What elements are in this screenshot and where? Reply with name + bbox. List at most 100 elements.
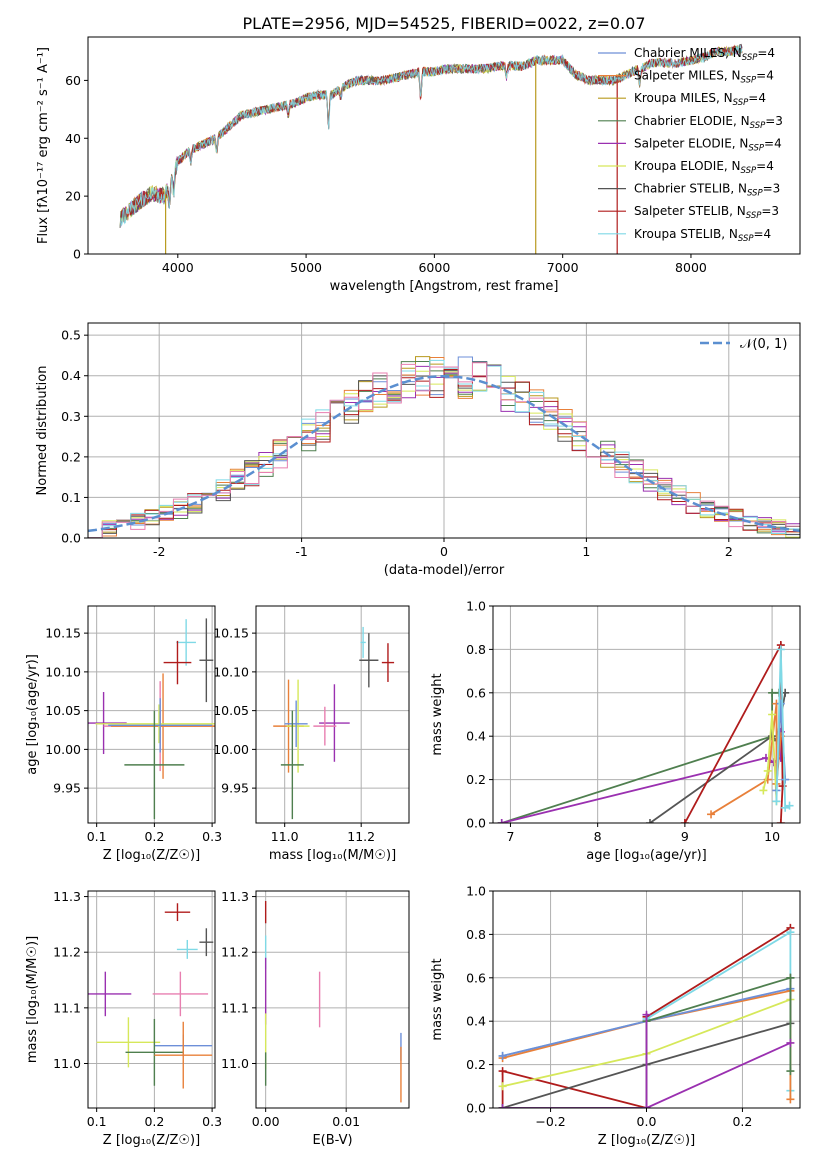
residuals-ytick-label: 0.1 xyxy=(61,490,81,505)
mass_weight_vs_Z-xtick-label: 0.2 xyxy=(732,1114,752,1129)
age_vs_Z-ylabel: age [log₁₀(age/yr)] xyxy=(25,654,40,775)
mass_weight_vs_age-xtick-label: 7 xyxy=(506,829,514,844)
mass_vs_ebv-axes: 0.00 0.01 11.0 11.1 11.2 11.3 E(B-V) xyxy=(221,889,409,1148)
legend-label-7: Salpeter STELIB, NSSP=3 xyxy=(634,204,779,221)
age_vs_mass-ytick-label: 10.15 xyxy=(213,626,249,641)
mass_weight_vs_Z-ytick-label: 0.6 xyxy=(466,970,486,985)
mass_weight_vs_Z-ytick-label: 1.0 xyxy=(466,884,486,899)
legend-label-0: Chabrier MILES, NSSP=4 xyxy=(634,46,775,63)
mass_vs_ebv-xlabel: E(B-V) xyxy=(312,1133,352,1148)
mass_vs_Z-xtick-label: 0.3 xyxy=(202,1114,222,1129)
histogram-9 xyxy=(88,362,800,538)
mass_weight_vs_age-marker xyxy=(776,699,785,708)
mass_vs_Z-errorbar-2 xyxy=(176,939,198,959)
mass_weight_vs_age-xtick-label: 8 xyxy=(594,829,602,844)
residuals-xtick-label: -2 xyxy=(153,544,165,559)
mass_weight_vs_Z-xtick-label: −0.2 xyxy=(535,1114,565,1129)
age_vs_mass-ytick-label: 10.10 xyxy=(213,664,249,679)
mass_vs_Z-xtick-label: 0.1 xyxy=(87,1114,107,1129)
mass_weight_vs_age-xlabel: age [log₁₀(age/yr)] xyxy=(586,848,707,863)
mass_vs_Z-ytick-label: 11.0 xyxy=(53,1056,81,1071)
spectrum-ytick-label: 60 xyxy=(65,73,81,88)
mass_weight_vs_Z-marker xyxy=(498,1104,507,1108)
age_vs_Z-errorbar-0 xyxy=(176,619,196,666)
mass_weight_vs_age-marker xyxy=(759,786,768,795)
residuals-ytick-label: 0.4 xyxy=(61,368,81,383)
mass_weight_vs_age-ytick-label: 0.0 xyxy=(466,816,486,831)
mass_weight_vs_age-ylabel: mass weight xyxy=(430,673,445,755)
mass_vs_Z-errorbar-1 xyxy=(199,928,214,957)
mass_weight_vs_age-marker xyxy=(772,797,781,806)
mass_weight_vs_age-marker xyxy=(776,645,785,654)
age_vs_mass-xtick-label: 11.0 xyxy=(271,829,299,844)
mass_weight_vs_age-marker xyxy=(781,803,790,812)
spectrum-xtick-label: 5000 xyxy=(290,260,322,275)
mass_weight_vs_Z-ytick-label: 0.0 xyxy=(466,1101,486,1116)
mass_vs_Z-ytick-label: 11.2 xyxy=(53,945,81,960)
age_vs_Z-xtick-label: 0.1 xyxy=(87,829,107,844)
mass_weight_vs_age-marker xyxy=(768,688,777,697)
mass_weight_vs_age-marker xyxy=(776,819,785,823)
mass_weight_vs_age-ytick-label: 0.6 xyxy=(466,685,486,700)
mass_weight_vs_age-frame xyxy=(492,605,801,824)
age_vs_Z-axes: 0.1 0.2 0.3 9.95 10.00 10.05 10.10 10.15 Z [log₁… xyxy=(25,606,222,863)
mass_vs_ebv-points xyxy=(264,901,402,1103)
mass_vs_ebv-ytick-label: 11.0 xyxy=(221,1056,249,1071)
mass_vs_Z-axes: 0.1 0.2 0.3 11.0 11.1 11.2 11.3 Z [log₁₀(Z/Z☉)]… xyxy=(25,889,222,1148)
age_vs_mass-ytick-label: 10.00 xyxy=(213,742,249,757)
normal-curve xyxy=(88,374,800,533)
mass_weight_vs_age-xtick-label: 9 xyxy=(681,829,689,844)
mass_vs_ebv-ytick-label: 11.2 xyxy=(221,945,249,960)
mass_weight_vs_age-marker xyxy=(497,819,506,823)
mass_vs_Z-ylabel: mass [log₁₀(M/M☉)] xyxy=(25,936,40,1063)
figure-title: PLATE=2956, MJD=54525, FIBERID=0022, z=0… xyxy=(242,14,645,33)
spectrum-line-8 xyxy=(119,45,743,228)
legend-label-1: Salpeter MILES, NSSP=4 xyxy=(634,69,774,86)
age_vs_Z-xtick-label: 0.2 xyxy=(144,829,164,844)
age_vs_mass-xlabel: mass [log₁₀(M/M☉)] xyxy=(269,848,396,863)
mass_vs_Z-errorbar-8 xyxy=(154,1021,213,1089)
age_vs_mass-errorbar-0 xyxy=(360,626,366,658)
spectrum-ytick-label: 0 xyxy=(73,247,81,262)
residuals-xlabel: (data-model)/error xyxy=(384,563,505,578)
residuals-xtick-label: 0 xyxy=(440,544,448,559)
age_vs_Z-errorbar-8 xyxy=(124,710,185,820)
mass_weight_vs_Z-xlabel: Z [log₁₀(Z/Z☉)] xyxy=(598,1133,695,1148)
spectrum-line-7 xyxy=(119,44,743,228)
age_vs_Z-errorbar-5 xyxy=(111,673,215,779)
mass_weight_vs_age-series-7 xyxy=(775,649,790,810)
residuals-series xyxy=(88,356,800,538)
spectrum-axes: 4000 5000 6000 7000 8000 0 20 40 60 wavelength [A… xyxy=(36,47,707,294)
mass_vs_Z-xtick-label: 0.2 xyxy=(144,1114,164,1129)
mass_weight_vs_age-series-5 xyxy=(762,714,778,802)
spectrum-xtick-label: 6000 xyxy=(418,260,450,275)
spectrum-ylabel: Flux [fλ10⁻¹⁷ erg cm⁻² s⁻¹ A⁻¹] xyxy=(36,47,51,244)
mass_weight_vs_Z-ylabel: mass weight xyxy=(430,958,445,1040)
residuals-ytick-label: 0.3 xyxy=(61,409,81,424)
mass_weight_vs_age-marker xyxy=(768,710,777,719)
mass_vs_Z-ytick-label: 11.1 xyxy=(53,1000,81,1015)
mass_vs_ebv-frame xyxy=(255,890,410,1109)
residuals-xtick-label: 1 xyxy=(582,544,590,559)
legend-label-3: Chabrier ELODIE, NSSP=3 xyxy=(634,114,783,131)
mass_vs_Z-xlabel: Z [log₁₀(Z/Z☉)] xyxy=(103,1133,200,1148)
mass_weight_vs_Z-marker xyxy=(786,973,795,982)
legend-label-6: Chabrier STELIB, NSSP=3 xyxy=(634,182,780,199)
age_vs_Z-ytick-label: 10.15 xyxy=(45,626,81,641)
residuals-ytick-label: 0.2 xyxy=(61,449,81,464)
mass_weight_vs_Z-marker xyxy=(786,1038,795,1047)
age_vs_Z-ytick-label: 10.05 xyxy=(45,703,81,718)
mass_weight_vs_age-marker xyxy=(645,819,654,823)
age_vs_mass-errorbar-1 xyxy=(381,643,395,682)
mass_weight_vs_age-marker xyxy=(785,801,794,810)
mass_weight_vs_Z-marker xyxy=(498,1051,507,1060)
residuals-axes: -2 -1 0 1 2 0.0 0.1 0.2 0.3 0.4 0.5 (data-model)/er… xyxy=(35,323,800,578)
residuals-ytick-label: 0.5 xyxy=(61,328,81,343)
spectrum-ytick-label: 40 xyxy=(65,131,81,146)
age_vs_mass-ytick-label: 10.05 xyxy=(213,703,249,718)
mass_weight_vs_Z-ytick-label: 0.8 xyxy=(466,927,486,942)
spectrum-xtick-label: 8000 xyxy=(675,260,707,275)
mass_weight_vs_Z-marker xyxy=(642,1104,651,1108)
spectrum-xtick-label: 4000 xyxy=(162,260,194,275)
